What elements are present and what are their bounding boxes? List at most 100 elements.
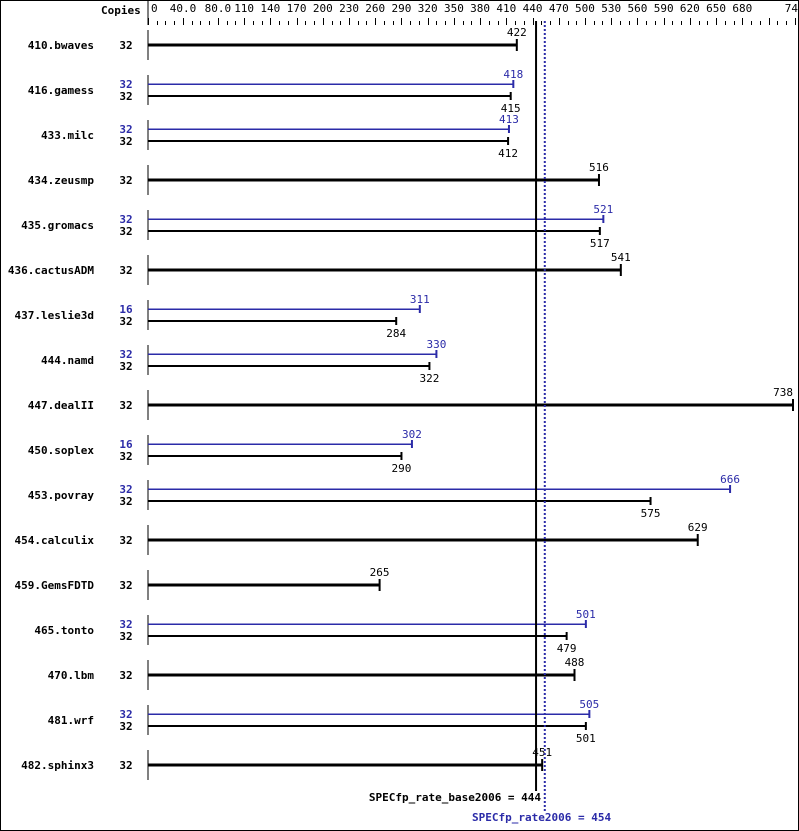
tick-label: 110 <box>234 2 254 15</box>
benchmark-label: 454.calculix <box>15 534 95 547</box>
base-bar <box>148 635 567 637</box>
value-label: 738 <box>773 386 793 399</box>
base-bar <box>148 178 599 182</box>
value-label: 629 <box>688 521 708 534</box>
base-value-label: 517 <box>590 237 610 250</box>
tick-label: 440 <box>523 2 543 15</box>
peak-value-label: 413 <box>499 113 519 126</box>
tick-label: 740 <box>785 2 798 15</box>
peak-bar <box>148 488 731 490</box>
base-copies: 32 <box>119 315 132 328</box>
base-bar <box>148 140 509 142</box>
base-bar <box>148 403 793 407</box>
base-copies: 32 <box>119 495 132 508</box>
base-mean-label: SPECfp_rate_base2006 = 444 <box>369 791 542 804</box>
benchmark-label: 465.tonto <box>34 624 94 637</box>
tick-label: 260 <box>365 2 385 15</box>
tick-label: 590 <box>654 2 674 15</box>
peak-copies: 32 <box>119 78 132 91</box>
base-bar <box>148 268 621 272</box>
base-value-label: 415 <box>501 102 521 115</box>
benchmark-label: 444.namd <box>41 354 94 367</box>
tick-label: 320 <box>418 2 438 15</box>
value-label: 422 <box>507 26 527 39</box>
base-bar <box>148 538 698 542</box>
benchmark-label: 416.gamess <box>28 84 94 97</box>
copies-value: 32 <box>119 579 132 592</box>
base-value-label: 575 <box>641 507 661 520</box>
peak-bar <box>148 308 420 310</box>
tick-label: 680 <box>732 2 752 15</box>
benchmark-label: 433.milc <box>41 129 94 142</box>
peak-value-label: 418 <box>503 68 523 81</box>
tick-label: 650 <box>706 2 726 15</box>
peak-copies: 32 <box>119 123 132 136</box>
base-bar <box>148 673 575 677</box>
peak-bar <box>148 218 604 220</box>
copies-value: 32 <box>119 669 132 682</box>
tick-label: 230 <box>339 2 359 15</box>
tick-label: 290 <box>392 2 412 15</box>
base-bar <box>148 95 511 97</box>
benchmark-label: 437.leslie3d <box>15 309 94 322</box>
tick-label: 200 <box>313 2 333 15</box>
value-label: 451 <box>532 746 552 759</box>
base-value-label: 322 <box>419 372 439 385</box>
benchmark-label: 410.bwaves <box>28 39 94 52</box>
copies-header: Copies <box>101 4 141 17</box>
tick-label: 530 <box>601 2 621 15</box>
base-bar <box>148 43 517 47</box>
tick-label: 380 <box>470 2 490 15</box>
peak-copies: 16 <box>119 438 133 451</box>
base-bar <box>148 455 402 457</box>
tick-label: 470 <box>549 2 569 15</box>
peak-value-label: 666 <box>720 473 740 486</box>
base-value-label: 501 <box>576 732 596 745</box>
value-label: 516 <box>589 161 609 174</box>
copies-value: 32 <box>119 39 132 52</box>
benchmark-label: 434.zeusmp <box>28 174 95 187</box>
base-copies: 32 <box>119 90 132 103</box>
copies-value: 32 <box>119 264 132 277</box>
peak-copies: 32 <box>119 618 132 631</box>
copies-value: 32 <box>119 759 132 772</box>
peak-value-label: 521 <box>593 203 613 216</box>
base-value-label: 290 <box>392 462 412 475</box>
base-copies: 32 <box>119 450 132 463</box>
benchmark-label: 459.GemsFDTD <box>15 579 95 592</box>
peak-copies: 32 <box>119 708 132 721</box>
benchmark-label: 481.wrf <box>48 714 94 727</box>
peak-bar <box>148 443 412 445</box>
base-bar <box>148 365 430 367</box>
base-value-label: 284 <box>386 327 406 340</box>
peak-value-label: 505 <box>579 698 599 711</box>
peak-bar <box>148 353 437 355</box>
benchmark-label: 482.sphinx3 <box>21 759 94 772</box>
copies-value: 32 <box>119 174 132 187</box>
peak-mean-label: SPECfp_rate2006 = 454 <box>472 811 611 824</box>
peak-copies: 32 <box>119 483 132 496</box>
base-copies: 32 <box>119 630 132 643</box>
base-value-label: 412 <box>498 147 518 160</box>
value-label: 265 <box>370 566 390 579</box>
benchmark-label: 447.dealII <box>28 399 94 412</box>
base-bar <box>148 725 586 727</box>
peak-value-label: 501 <box>576 608 596 621</box>
base-bar <box>148 500 651 502</box>
peak-value-label: 311 <box>410 293 430 306</box>
base-bar <box>148 230 600 232</box>
peak-copies: 16 <box>119 303 133 316</box>
tick-label: 560 <box>627 2 647 15</box>
peak-bar <box>148 128 509 130</box>
base-bar <box>148 583 380 587</box>
peak-value-label: 302 <box>402 428 422 441</box>
peak-value-label: 330 <box>426 338 446 351</box>
peak-copies: 32 <box>119 213 132 226</box>
peak-bar <box>148 713 590 715</box>
tick-label: 410 <box>496 2 516 15</box>
copies-value: 32 <box>119 399 132 412</box>
tick-label: 140 <box>260 2 280 15</box>
peak-bar <box>148 623 586 625</box>
